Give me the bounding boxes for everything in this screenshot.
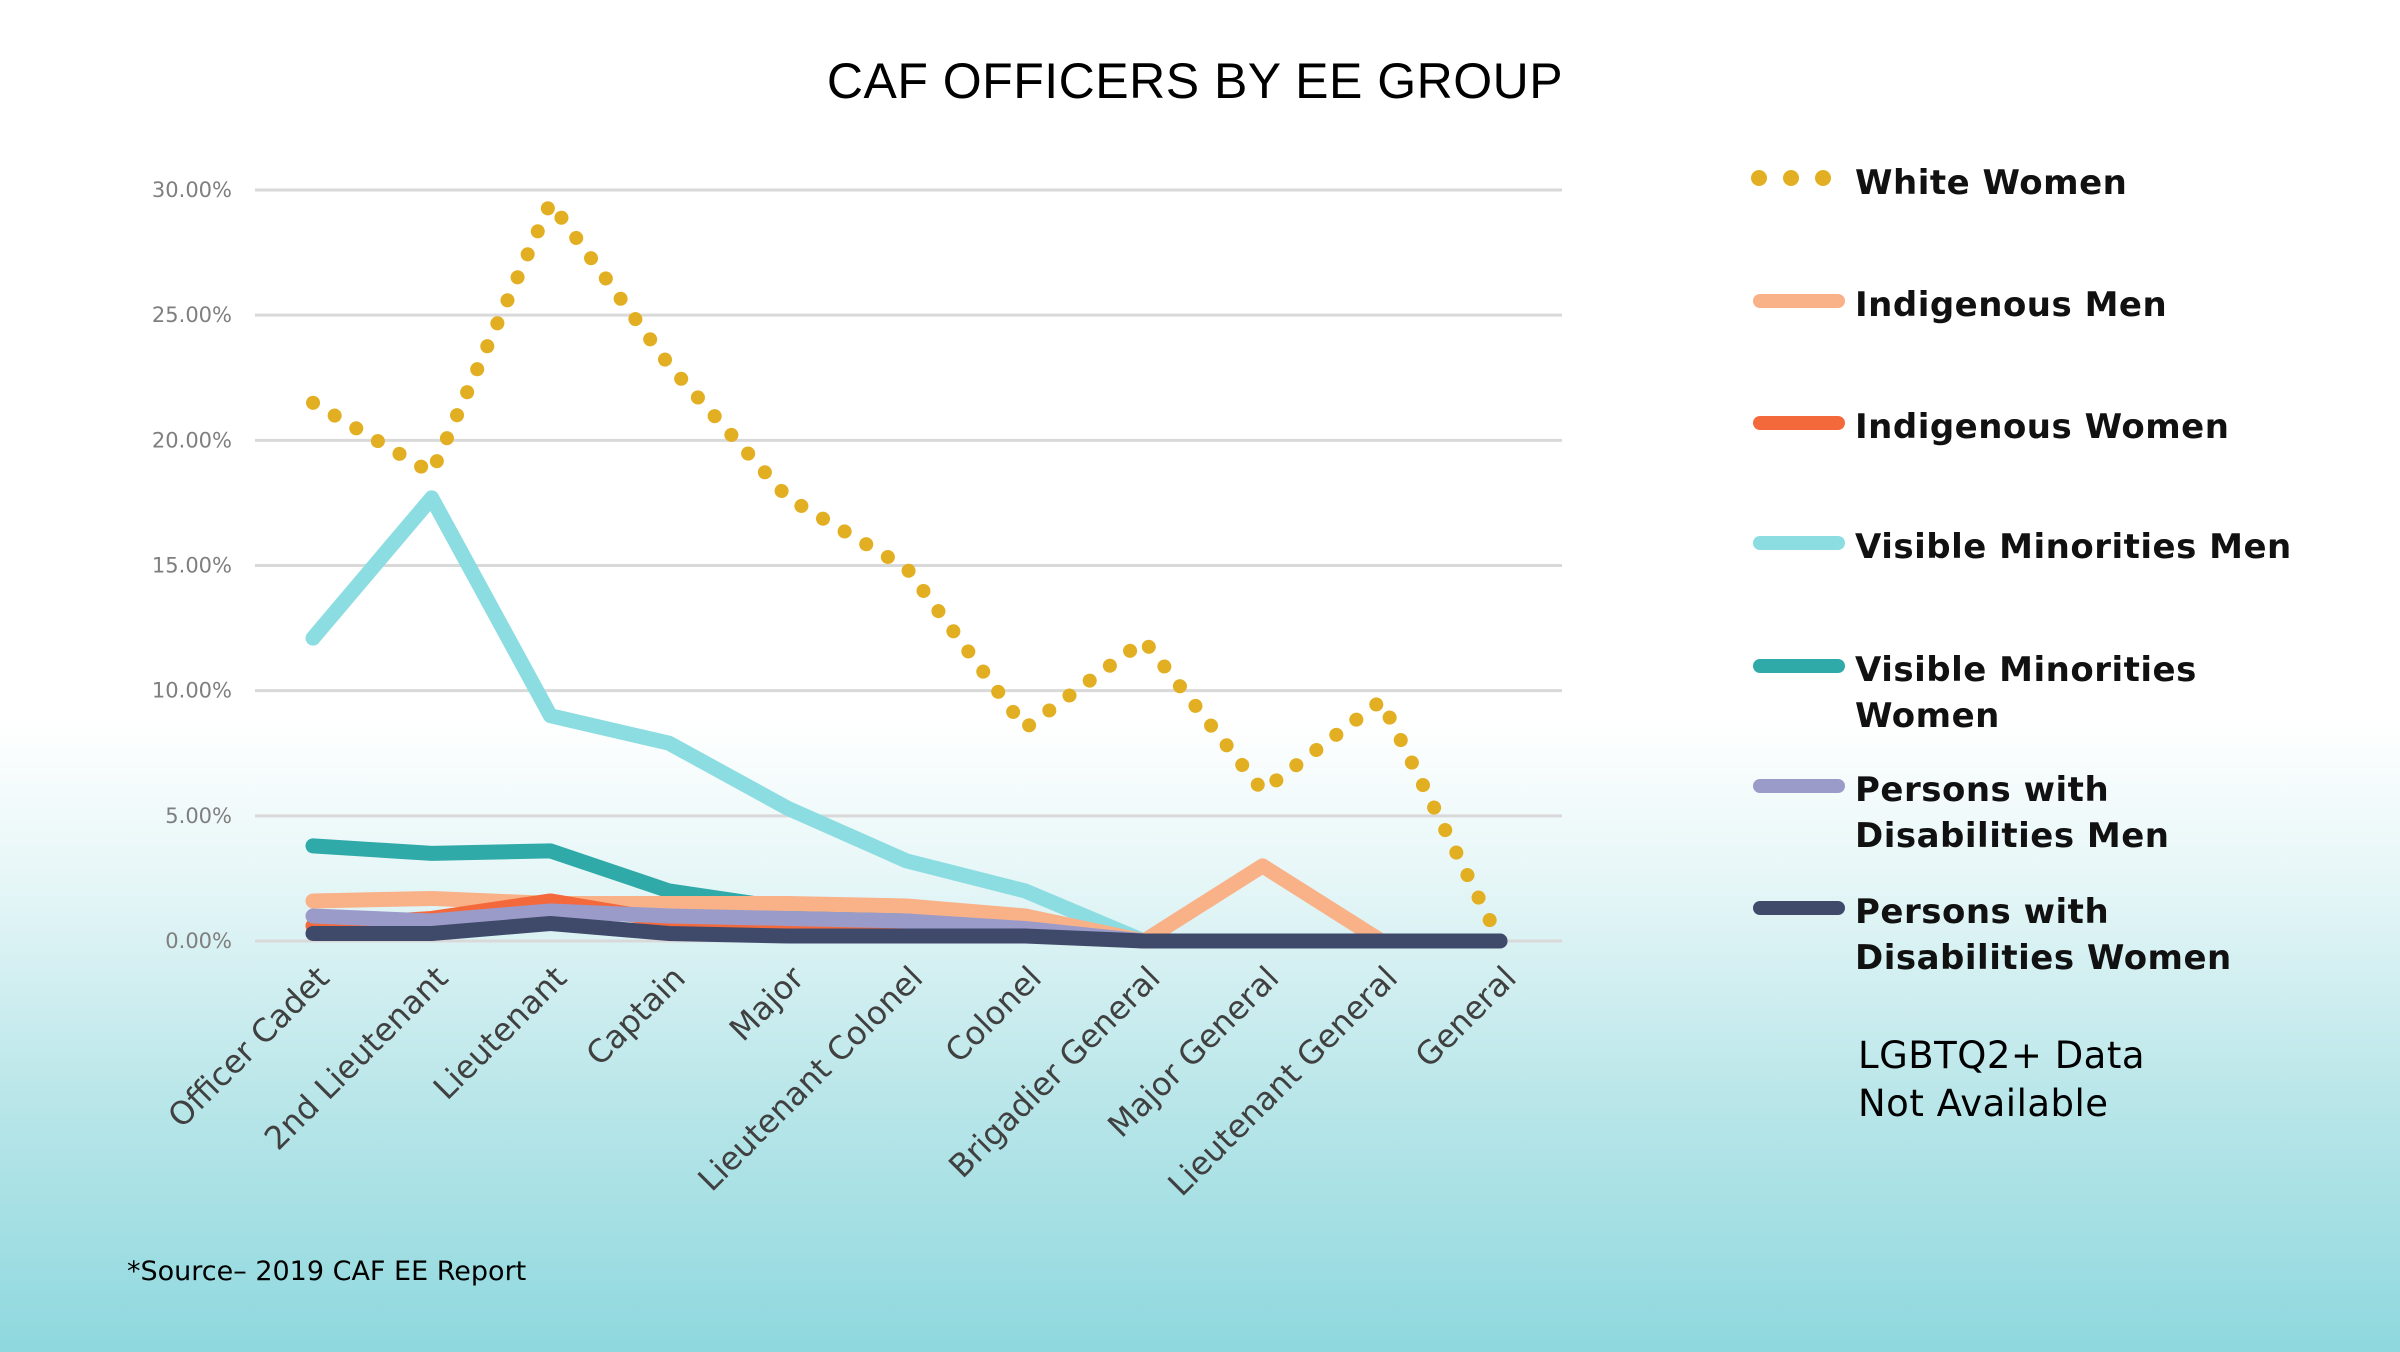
series-line-white-women [306,195,1507,948]
x-tick-label: Captain [578,959,692,1073]
legend-label: Indigenous Men [1855,285,2168,325]
lgbtq-note: LGBTQ2+ Data Not Available [1858,1034,2146,1125]
legend-item-pwd-men: Persons with Disabilities Men [1745,767,2325,859]
legend-label: Persons with Disabilities Men [1855,770,2170,856]
x-tick-label: General [1408,959,1524,1075]
legend-swatch [1745,524,1845,562]
legend-swatch [1745,767,1845,805]
legend-swatch [1745,404,1845,442]
legend-item-pwd-women: Persons with Disabilities Women [1745,889,2325,981]
legend-swatch [1745,647,1845,685]
series-lines [305,195,1508,949]
x-tick-label: Colonel [938,959,1049,1070]
legend-label: Persons with Disabilities Women [1855,892,2232,978]
x-tick-label: Major [722,958,812,1048]
chart-title: CAF OFFICERS BY EE GROUP [826,53,1564,109]
y-tick-label: 10.00% [152,679,232,703]
legend-item-indigenous-women: Indigenous Women [1745,404,2325,450]
series-line-persons-with-disabilities-women [305,915,1508,949]
line-chart: 0.00% 5.00% 10.00% 15.00% 20.00% 25.00% 30.00%… [152,178,1562,1203]
legend-label: White Women [1855,163,2128,203]
legend-item-white-women: White Women [1745,160,2325,206]
y-tick-label: 25.00% [152,303,232,327]
y-tick-label: 0.00% [165,929,232,953]
legend-item-visible-minorities-men: Visible Minorities Men [1745,524,2325,570]
y-tick-label: 15.00% [152,554,232,578]
x-tick-label: Brigadier General [941,959,1167,1185]
y-tick-label: 30.00% [152,178,232,202]
dot-icon [1783,170,1799,186]
source-note: *Source– 2019 CAF EE Report [127,1256,527,1287]
legend-swatch [1745,282,1845,320]
legend-label: Indigenous Women [1855,407,2230,447]
legend-label: Visible Minorities Men [1855,527,2292,567]
x-tick-label: Lieutenant General [1160,959,1405,1204]
legend-swatch-dotted [1745,160,1845,198]
y-tick-label: 5.00% [165,804,232,828]
dot-icon [1815,170,1831,186]
legend-item-visible-minorities-women: Visible Minorities Women [1745,647,2325,739]
dot-icon [1751,170,1767,186]
legend-label: Visible Minorities Women [1855,650,2197,736]
y-tick-label: 20.00% [152,428,232,452]
y-axis-ticks: 0.00% 5.00% 10.00% 15.00% 20.00% 25.00% 30.00% [152,178,232,953]
legend-swatch [1745,889,1845,927]
x-tick-label: Lieutenant Colonel [690,959,930,1199]
legend-item-indigenous-men: Indigenous Men [1745,282,2325,328]
